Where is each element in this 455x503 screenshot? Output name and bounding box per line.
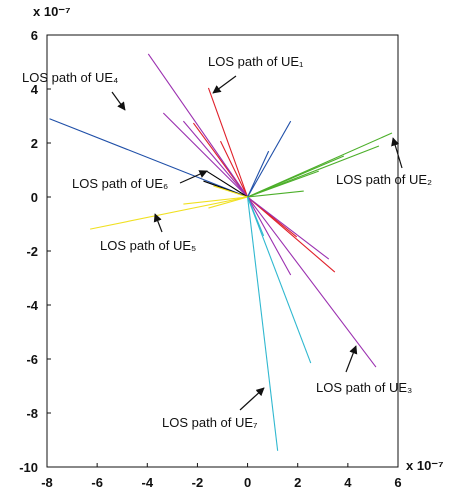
x-tick-label: 6: [394, 475, 401, 490]
annotation-arrow: [345, 345, 358, 373]
y-tick-label: -6: [26, 352, 38, 367]
ray: [247, 170, 319, 198]
ray: [247, 196, 377, 368]
y-tick-label: -4: [26, 298, 38, 313]
ray: [247, 120, 292, 198]
x-tick-label: 4: [344, 475, 352, 490]
ray: [162, 112, 248, 198]
ray: [247, 150, 270, 198]
y-tick-label: -8: [26, 406, 38, 421]
annotation: LOS path of UE₃: [316, 380, 412, 395]
annotation: LOS path of UE₂: [336, 172, 432, 187]
ray: [207, 87, 249, 198]
ray: [247, 190, 304, 198]
annotation-arrow: [239, 387, 265, 411]
ray: [206, 170, 248, 198]
ray: [147, 53, 249, 198]
annotation: LOS path of UE₁: [208, 54, 304, 69]
x-tick-label: -6: [91, 475, 103, 490]
ray: [90, 196, 248, 230]
x-exponent: x 10⁻⁷: [406, 458, 444, 473]
ray: [247, 196, 265, 237]
ray: [247, 196, 330, 260]
ray: [247, 196, 279, 451]
ray: [213, 185, 248, 198]
ray: [247, 196, 292, 276]
ray: [183, 196, 248, 205]
annotation-arrow: [153, 213, 163, 233]
annotation-arrow: [179, 170, 208, 184]
annotation: LOS path of UE₆: [72, 176, 168, 191]
ray: [247, 196, 312, 364]
annotation: LOS path of UE₅: [100, 238, 196, 253]
ray: [247, 155, 345, 198]
annotation-arrow: [391, 137, 403, 169]
y-tick-label: 2: [31, 136, 38, 151]
y-exponent: x 10⁻⁷: [33, 4, 71, 19]
ray: [49, 118, 248, 198]
y-tick-label: -2: [26, 244, 38, 259]
ray: [219, 140, 249, 198]
annotation-arrow: [212, 75, 237, 94]
x-tick-label: 2: [294, 475, 301, 490]
x-tick-label: -2: [192, 475, 204, 490]
y-tick-label: -10: [19, 460, 38, 475]
y-tick-label: 0: [31, 190, 38, 205]
y-tick-label: 6: [31, 28, 38, 43]
annotation-arrow: [111, 91, 126, 111]
ray: [182, 120, 248, 198]
annotation: LOS path of UE₇: [162, 415, 258, 430]
x-tick-label: 0: [244, 475, 251, 490]
annotation: LOS path of UE₄: [22, 70, 118, 85]
ray: [208, 196, 248, 209]
y-tick-label: 4: [31, 82, 39, 97]
x-tick-label: -4: [142, 475, 154, 490]
x-tick-label: -8: [41, 475, 53, 490]
